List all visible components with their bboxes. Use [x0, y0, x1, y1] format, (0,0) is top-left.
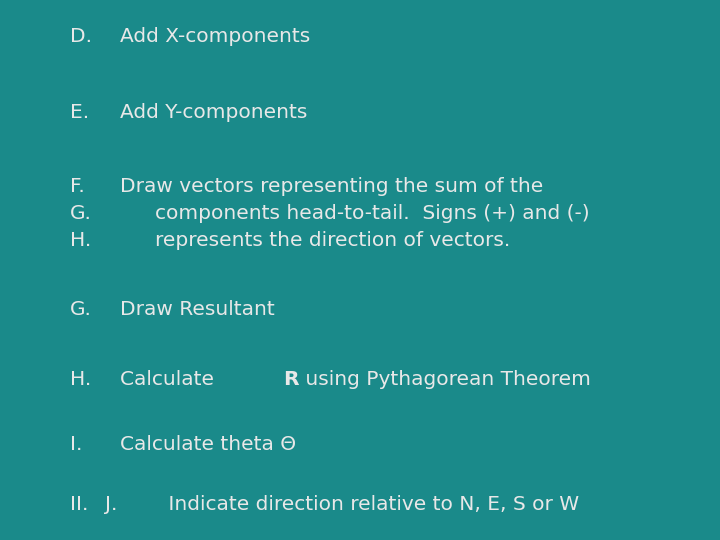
Text: Calculate: Calculate — [120, 370, 220, 389]
Text: Add X-components: Add X-components — [120, 27, 310, 46]
Text: II.: II. — [70, 495, 89, 514]
Text: Calculate theta Θ: Calculate theta Θ — [120, 435, 296, 454]
Text: F.: F. — [70, 177, 85, 196]
Text: D.: D. — [70, 27, 92, 46]
Text: Draw vectors representing the sum of the: Draw vectors representing the sum of the — [120, 177, 544, 196]
Text: H.: H. — [70, 370, 91, 389]
Text: Add Y-components: Add Y-components — [120, 103, 307, 122]
Text: G.: G. — [70, 300, 92, 319]
Text: G.: G. — [70, 204, 92, 223]
Text: H.: H. — [70, 231, 91, 250]
Text: using Pythagorean Theorem: using Pythagorean Theorem — [299, 370, 590, 389]
Text: I.: I. — [70, 435, 82, 454]
Text: E.: E. — [70, 103, 89, 122]
Text: components head-to-tail.  Signs (+) and (-): components head-to-tail. Signs (+) and (… — [155, 204, 590, 223]
Text: Draw Resultant: Draw Resultant — [120, 300, 275, 319]
Text: represents the direction of vectors.: represents the direction of vectors. — [155, 231, 510, 250]
Text: R: R — [284, 370, 299, 389]
Text: J.        Indicate direction relative to N, E, S or W: J. Indicate direction relative to N, E, … — [105, 495, 579, 514]
